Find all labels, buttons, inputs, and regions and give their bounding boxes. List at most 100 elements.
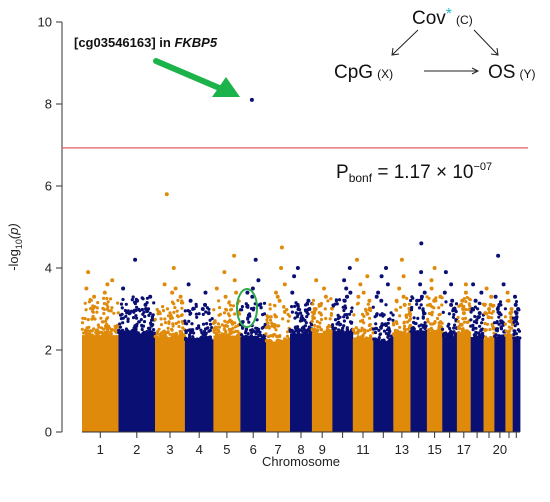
data-point xyxy=(187,319,191,323)
chromosome-10-dense-points xyxy=(332,332,354,432)
data-point xyxy=(410,305,414,310)
data-point xyxy=(142,330,146,334)
data-point xyxy=(495,329,499,333)
data-point xyxy=(126,317,130,321)
chromosome-12-points xyxy=(371,266,395,432)
data-point xyxy=(382,329,387,333)
data-point xyxy=(324,316,328,321)
data-point xyxy=(405,296,409,300)
chromosome-3-points xyxy=(153,192,187,432)
data-point xyxy=(112,311,116,315)
data-point xyxy=(134,308,138,312)
data-point xyxy=(250,286,255,291)
data-point xyxy=(132,310,136,314)
data-point xyxy=(210,326,214,330)
data-point xyxy=(356,335,360,339)
data-point xyxy=(204,310,208,314)
data-point xyxy=(336,317,340,321)
data-point xyxy=(110,278,115,283)
pbonf-prefix: P xyxy=(336,162,349,183)
data-point xyxy=(226,312,230,316)
data-point xyxy=(216,322,220,326)
data-point xyxy=(367,323,371,328)
data-point xyxy=(121,286,126,291)
data-point xyxy=(404,315,409,319)
data-point xyxy=(477,332,481,337)
chromosome-11-points xyxy=(351,257,375,432)
dag-os: OS (Y) xyxy=(488,62,535,83)
data-point xyxy=(342,278,347,283)
chromosome-3-dense-points xyxy=(155,337,186,432)
data-point xyxy=(516,322,520,326)
data-point xyxy=(236,324,240,328)
data-point xyxy=(427,329,431,333)
data-point xyxy=(91,314,95,319)
data-point xyxy=(191,337,196,341)
dag-cov-asterisk: * xyxy=(446,6,452,23)
top-point-chr-13 xyxy=(399,257,404,262)
data-point xyxy=(374,294,379,299)
data-point xyxy=(117,331,121,335)
data-point xyxy=(83,301,87,305)
data-point xyxy=(477,335,481,339)
data-point xyxy=(463,290,468,295)
data-point xyxy=(312,330,316,334)
data-point xyxy=(438,320,443,324)
data-point xyxy=(343,304,347,308)
data-point xyxy=(460,298,465,303)
y-axis-title-sub: 10 xyxy=(14,239,24,249)
data-point xyxy=(514,311,519,316)
data-point xyxy=(172,302,176,306)
data-point xyxy=(109,328,113,332)
data-point xyxy=(208,322,213,326)
data-point xyxy=(307,325,311,329)
top-point-chr-3 xyxy=(164,192,169,197)
data-point xyxy=(493,321,497,325)
x-tick-label-7: 7 xyxy=(274,442,281,457)
data-point xyxy=(136,331,140,335)
data-point xyxy=(379,274,384,279)
data-point xyxy=(378,313,382,317)
data-point xyxy=(365,274,370,279)
data-point xyxy=(504,329,508,333)
data-point xyxy=(316,325,320,329)
data-point xyxy=(382,313,386,317)
data-point xyxy=(394,298,399,303)
data-point xyxy=(231,304,236,308)
data-point xyxy=(149,321,153,325)
data-point xyxy=(267,324,271,328)
data-point xyxy=(471,328,475,332)
data-point xyxy=(168,332,172,336)
data-point xyxy=(272,303,277,307)
data-point xyxy=(305,315,309,319)
top-point-chr-1 xyxy=(86,270,91,275)
data-point xyxy=(423,326,427,330)
data-point xyxy=(163,317,167,321)
data-point xyxy=(503,322,507,326)
chromosome-9-points xyxy=(310,278,334,432)
data-point xyxy=(408,314,412,318)
data-point xyxy=(179,313,183,318)
data-point xyxy=(284,308,289,312)
data-point xyxy=(153,317,157,322)
top-point-chr-9 xyxy=(314,278,319,283)
chromosome-18-dense-points xyxy=(470,337,484,432)
data-point xyxy=(499,334,503,338)
data-point xyxy=(84,308,88,312)
data-point xyxy=(167,321,171,325)
top-point-chr-5 xyxy=(232,253,237,258)
data-point xyxy=(114,330,118,334)
data-point xyxy=(164,330,168,335)
data-point xyxy=(488,302,493,307)
data-point xyxy=(487,307,492,311)
data-point xyxy=(445,333,449,337)
data-point xyxy=(142,320,147,324)
data-point xyxy=(173,286,178,291)
data-point xyxy=(229,320,233,324)
data-point xyxy=(83,317,87,321)
data-point xyxy=(246,313,251,317)
data-point xyxy=(85,333,89,337)
data-point xyxy=(493,334,497,338)
data-point xyxy=(159,317,163,321)
y-axis-title-main: -log xyxy=(6,249,21,271)
